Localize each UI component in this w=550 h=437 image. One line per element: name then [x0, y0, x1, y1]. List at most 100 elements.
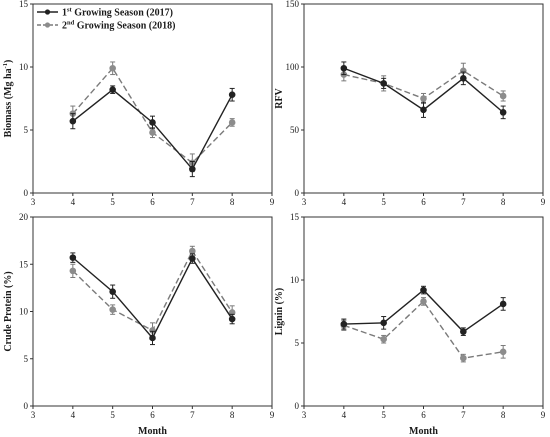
data-point [499, 300, 507, 308]
data-point [109, 288, 116, 295]
legend-label: 2nd Growing Season (2018) [62, 20, 175, 32]
y-tick-label: 10 [19, 307, 29, 317]
series-line [72, 249, 233, 332]
y-tick-label: 15 [19, 259, 29, 269]
data-point [189, 165, 196, 173]
x-tick-label: 4 [71, 197, 76, 207]
data-point [228, 315, 236, 323]
x-tick-label: 4 [71, 410, 76, 420]
y-tick-label: 0 [295, 188, 300, 198]
data-point [380, 335, 387, 343]
data-point [499, 348, 507, 356]
x-tick-label: 3 [302, 410, 307, 420]
x-tick-label: 9 [541, 197, 546, 207]
panel-biomass: 3 4 5 6 7 8 9 0 5 10 15 Biomass (Mg ha-1) [2, 0, 275, 207]
data-point [69, 267, 77, 275]
x-tick-label: 5 [110, 410, 115, 420]
legend-swatch-marker [44, 9, 51, 15]
data-point [109, 86, 116, 93]
legend-label: 1st Growing Season (2017) [62, 7, 173, 19]
series-s2018 [340, 62, 507, 105]
y-tick-label: 15 [290, 212, 300, 222]
x-tick-label: 8 [230, 197, 235, 207]
y-tick-label: 10 [19, 62, 29, 72]
x-tick-label: 8 [501, 197, 506, 207]
data-point [340, 64, 348, 72]
series-s2017 [69, 252, 236, 346]
x-tick-label: 5 [381, 410, 386, 420]
plot-frame [303, 216, 544, 407]
y-tick-label: 15 [19, 0, 29, 9]
data-point [228, 91, 236, 99]
x-tick-label: 5 [110, 197, 115, 207]
data-point [189, 247, 196, 255]
x-axis-label: Month [409, 426, 438, 437]
x-tick-label: 6 [421, 197, 426, 207]
x-tick-label: 4 [342, 410, 347, 420]
x-tick-label: 3 [31, 197, 36, 207]
x-tick-label: 7 [190, 197, 195, 207]
series-s2018 [340, 297, 507, 363]
legend: 1st Growing Season (2017)2nd Growing Sea… [37, 7, 175, 32]
data-point [420, 106, 427, 114]
y-tick-label: 0 [295, 401, 300, 411]
y-axis-label: RFV [274, 87, 285, 108]
data-point [380, 319, 387, 327]
x-axis-label: Month [138, 426, 167, 437]
data-point [189, 255, 196, 262]
x-tick-label: 8 [230, 410, 235, 420]
plot-frame [32, 216, 273, 407]
x-tick-label: 7 [190, 410, 195, 420]
data-point [69, 117, 77, 125]
panel-rfv: 3 4 5 6 7 8 9 0 50 100 150 RFV [274, 0, 546, 207]
data-point [499, 92, 507, 100]
data-point [109, 306, 116, 313]
y-axis-label: Biomass (Mg ha-1) [2, 60, 14, 138]
x-tick-label: 6 [150, 197, 155, 207]
data-point [460, 354, 467, 362]
series-s2018 [69, 245, 236, 339]
x-tick-label: 9 [270, 197, 275, 207]
series-line [343, 300, 504, 359]
data-point [380, 80, 387, 87]
series-s2017 [340, 285, 507, 336]
y-tick-label: 10 [290, 275, 300, 285]
data-point [460, 75, 467, 82]
series-s2017 [69, 85, 236, 178]
x-tick-label: 3 [31, 410, 36, 420]
y-tick-label: 50 [290, 125, 300, 135]
y-tick-label: 0 [24, 401, 29, 411]
data-point [340, 320, 348, 328]
y-tick-label: 5 [295, 338, 300, 348]
data-point [228, 119, 236, 126]
legend-entry-s2018: 2nd Growing Season (2018) [37, 20, 175, 32]
data-point [149, 119, 156, 126]
y-axis-label: Lignin (%) [274, 288, 285, 336]
data-point [109, 64, 116, 72]
y-tick-label: 150 [286, 0, 300, 9]
data-point [420, 298, 427, 305]
plot-frame [32, 3, 273, 194]
x-tick-label: 9 [541, 410, 546, 420]
series-line [72, 67, 233, 164]
panel-lignin: 3 4 5 6 7 8 9 0 5 10 15 Lignin (%) Month [274, 212, 546, 437]
x-tick-label: 6 [150, 410, 155, 420]
y-tick-label: 20 [19, 212, 29, 222]
data-point [149, 129, 156, 136]
x-tick-label: 8 [501, 410, 506, 420]
panel-crude-protein: 3 4 5 6 7 8 9 0 5 10 15 20 Crude Protein (%) Month [3, 212, 275, 437]
x-tick-label: 5 [381, 197, 386, 207]
data-point [420, 286, 427, 294]
data-point [420, 95, 427, 102]
legend-entry-s2017: 1st Growing Season (2017) [37, 7, 173, 19]
x-tick-label: 7 [461, 197, 466, 207]
x-tick-label: 3 [302, 197, 307, 207]
x-tick-label: 4 [342, 197, 347, 207]
y-tick-label: 100 [286, 62, 300, 72]
data-point [69, 254, 77, 261]
x-tick-label: 7 [461, 410, 466, 420]
x-tick-label: 6 [421, 410, 426, 420]
data-point [499, 109, 507, 116]
y-tick-label: 0 [24, 188, 29, 198]
